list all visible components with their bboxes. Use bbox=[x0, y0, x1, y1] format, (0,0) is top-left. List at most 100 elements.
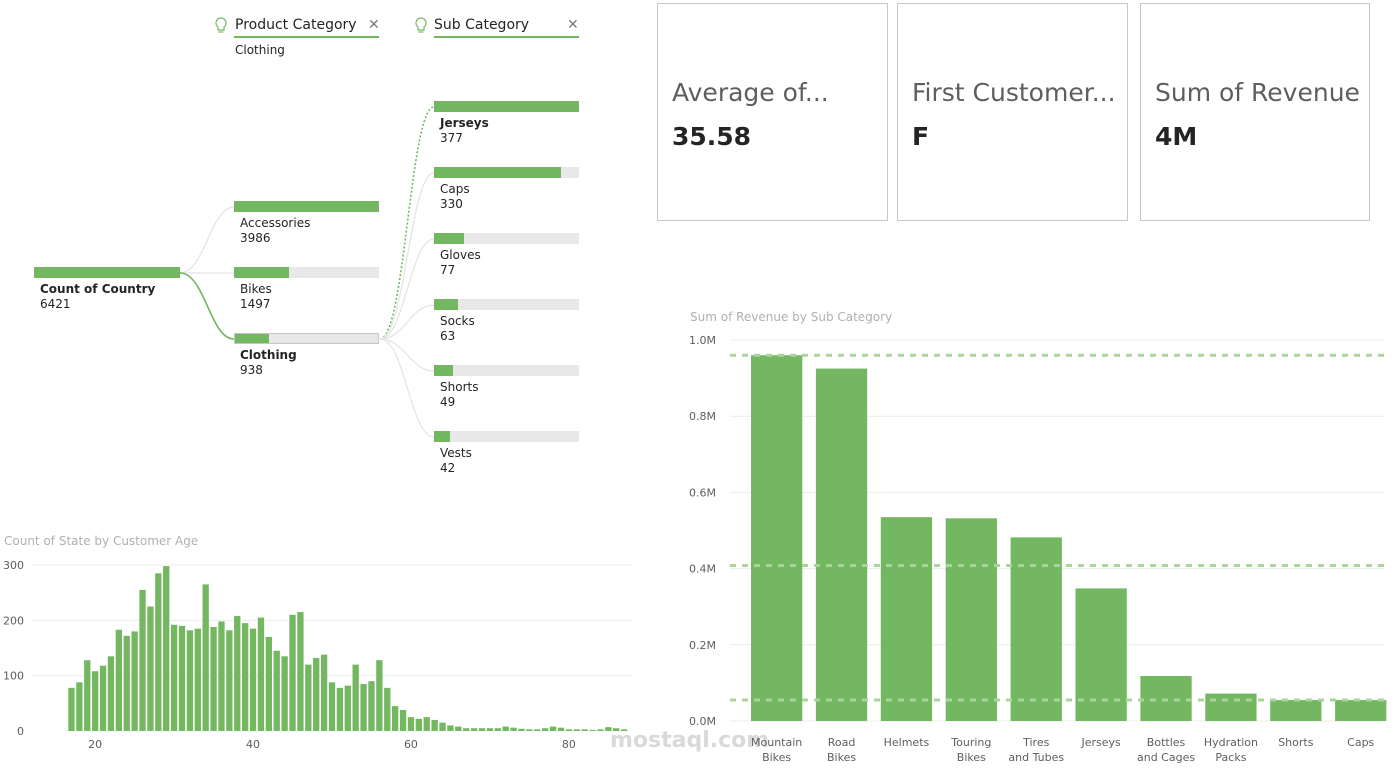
hist-bar[interactable] bbox=[352, 664, 359, 731]
hist-bar[interactable] bbox=[297, 612, 304, 731]
hist-bar[interactable] bbox=[242, 623, 249, 731]
hist-bar[interactable] bbox=[360, 683, 367, 731]
hist-bar[interactable] bbox=[107, 656, 115, 731]
decomp-node-caps[interactable]: Caps 330 bbox=[434, 167, 579, 212]
decomp-node-clothing[interactable]: Clothing 938 bbox=[234, 333, 379, 378]
hist-bar[interactable] bbox=[281, 656, 288, 731]
age-histogram[interactable]: 0 100 200 300 20 40 60 80 bbox=[0, 545, 640, 770]
hist-bar[interactable] bbox=[510, 727, 517, 731]
hist-bar[interactable] bbox=[423, 717, 430, 731]
hist-bar[interactable] bbox=[368, 681, 375, 731]
hist-bar[interactable] bbox=[178, 625, 186, 731]
hist-bar[interactable] bbox=[502, 726, 509, 731]
hist-bar[interactable] bbox=[455, 726, 462, 731]
hist-bar[interactable] bbox=[589, 729, 596, 731]
hist-bar[interactable] bbox=[249, 628, 257, 731]
hist-bar[interactable] bbox=[320, 654, 328, 731]
hist-bar[interactable] bbox=[549, 726, 557, 731]
hist-bar[interactable] bbox=[407, 717, 415, 731]
hist-bar[interactable] bbox=[605, 727, 612, 731]
revenue-bar[interactable] bbox=[1270, 700, 1322, 721]
hist-bar[interactable] bbox=[534, 729, 541, 731]
close-icon[interactable]: ✕ bbox=[567, 17, 579, 33]
hist-bar[interactable] bbox=[163, 566, 170, 731]
hist-bar[interactable] bbox=[526, 729, 533, 731]
hist-bar[interactable] bbox=[226, 630, 233, 731]
hist-bar[interactable] bbox=[597, 729, 604, 731]
decomp-node-bikes[interactable]: Bikes 1497 bbox=[234, 267, 379, 312]
hist-bar[interactable] bbox=[186, 630, 194, 731]
revenue-bar[interactable] bbox=[880, 517, 933, 721]
hist-bar[interactable] bbox=[194, 628, 201, 731]
hist-bar[interactable] bbox=[470, 728, 478, 731]
hist-bar[interactable] bbox=[557, 727, 565, 731]
hist-bar[interactable] bbox=[581, 729, 588, 731]
hist-bar[interactable] bbox=[84, 660, 91, 731]
hist-bar[interactable] bbox=[392, 706, 399, 731]
hist-bar[interactable] bbox=[518, 728, 525, 731]
decomp-node-socks[interactable]: Socks 63 bbox=[434, 299, 579, 344]
decomp-node-shorts[interactable]: Shorts 49 bbox=[434, 365, 579, 410]
hist-bar[interactable] bbox=[210, 626, 217, 731]
hist-bar[interactable] bbox=[336, 687, 344, 731]
filter-product-category[interactable]: Product Category ✕ Clothing bbox=[214, 16, 382, 61]
hist-bar[interactable] bbox=[76, 682, 83, 731]
hist-bar[interactable] bbox=[328, 682, 336, 731]
hist-bar[interactable] bbox=[415, 718, 422, 731]
revenue-bar[interactable] bbox=[1010, 537, 1062, 721]
hist-bar[interactable] bbox=[123, 635, 130, 731]
hist-bar[interactable] bbox=[542, 728, 549, 731]
hist-bar[interactable] bbox=[68, 687, 75, 731]
filter-sub-category[interactable]: Sub Category ✕ bbox=[414, 16, 582, 46]
decomp-node-accessories[interactable]: Accessories 3986 bbox=[234, 201, 379, 246]
node-label: Bikes bbox=[240, 282, 272, 296]
hist-bar[interactable] bbox=[155, 573, 162, 731]
hist-bar[interactable] bbox=[613, 728, 620, 731]
decomp-node-jerseys[interactable]: Jerseys 377 bbox=[434, 101, 579, 146]
revenue-bar[interactable] bbox=[815, 368, 868, 721]
kpi-card-average[interactable]: Average of... 35.58 bbox=[657, 3, 888, 221]
hist-bar[interactable] bbox=[265, 636, 272, 731]
hist-bar[interactable] bbox=[273, 650, 280, 731]
hist-bar[interactable] bbox=[115, 629, 122, 731]
hist-bar[interactable] bbox=[313, 657, 320, 731]
close-icon[interactable]: ✕ bbox=[368, 17, 380, 33]
revenue-bar[interactable] bbox=[945, 518, 997, 721]
hist-bar[interactable] bbox=[494, 728, 501, 731]
hist-bar[interactable] bbox=[139, 589, 146, 731]
hist-bar[interactable] bbox=[486, 728, 494, 731]
hist-bar[interactable] bbox=[431, 719, 438, 731]
revenue-bar[interactable] bbox=[1335, 700, 1387, 721]
hist-bar[interactable] bbox=[257, 617, 265, 731]
hist-bar[interactable] bbox=[384, 687, 391, 731]
hist-bar[interactable] bbox=[131, 631, 138, 731]
hist-bar[interactable] bbox=[620, 729, 628, 731]
hist-bar[interactable] bbox=[478, 728, 486, 731]
hist-bar[interactable] bbox=[399, 709, 407, 731]
kpi-card-sum-revenue[interactable]: Sum of Revenue 4M bbox=[1140, 3, 1370, 221]
hist-bar[interactable] bbox=[573, 729, 580, 731]
hist-bar[interactable] bbox=[147, 606, 154, 732]
hist-bar[interactable] bbox=[234, 615, 241, 731]
hist-bar[interactable] bbox=[99, 665, 107, 731]
hist-bar[interactable] bbox=[565, 729, 572, 731]
hist-bar[interactable] bbox=[439, 722, 446, 731]
kpi-card-first-customer[interactable]: First Customer... F bbox=[897, 3, 1128, 221]
hist-bar[interactable] bbox=[376, 660, 383, 731]
hist-bar[interactable] bbox=[92, 671, 99, 731]
revenue-bar-chart[interactable]: 0.0M 0.2M 0.4M 0.6M 0.8M 1.0M Mountain Bikes Roa… bbox=[685, 320, 1395, 770]
revenue-bar[interactable] bbox=[1205, 693, 1257, 721]
hist-bar[interactable] bbox=[463, 728, 470, 731]
hist-bar[interactable] bbox=[289, 614, 296, 731]
hist-bar[interactable] bbox=[305, 664, 312, 731]
revenue-bar[interactable] bbox=[751, 355, 803, 721]
hist-bar[interactable] bbox=[170, 624, 178, 731]
revenue-bar[interactable] bbox=[1140, 676, 1192, 721]
hist-bar[interactable] bbox=[202, 584, 209, 731]
hist-bar[interactable] bbox=[447, 725, 454, 731]
decomp-root-node[interactable]: Count of Country 6421 bbox=[34, 267, 180, 312]
decomp-node-vests[interactable]: Vests 42 bbox=[434, 431, 579, 476]
hist-bar[interactable] bbox=[344, 685, 351, 731]
hist-bar[interactable] bbox=[218, 621, 225, 731]
decomp-node-gloves[interactable]: Gloves 77 bbox=[434, 233, 579, 278]
